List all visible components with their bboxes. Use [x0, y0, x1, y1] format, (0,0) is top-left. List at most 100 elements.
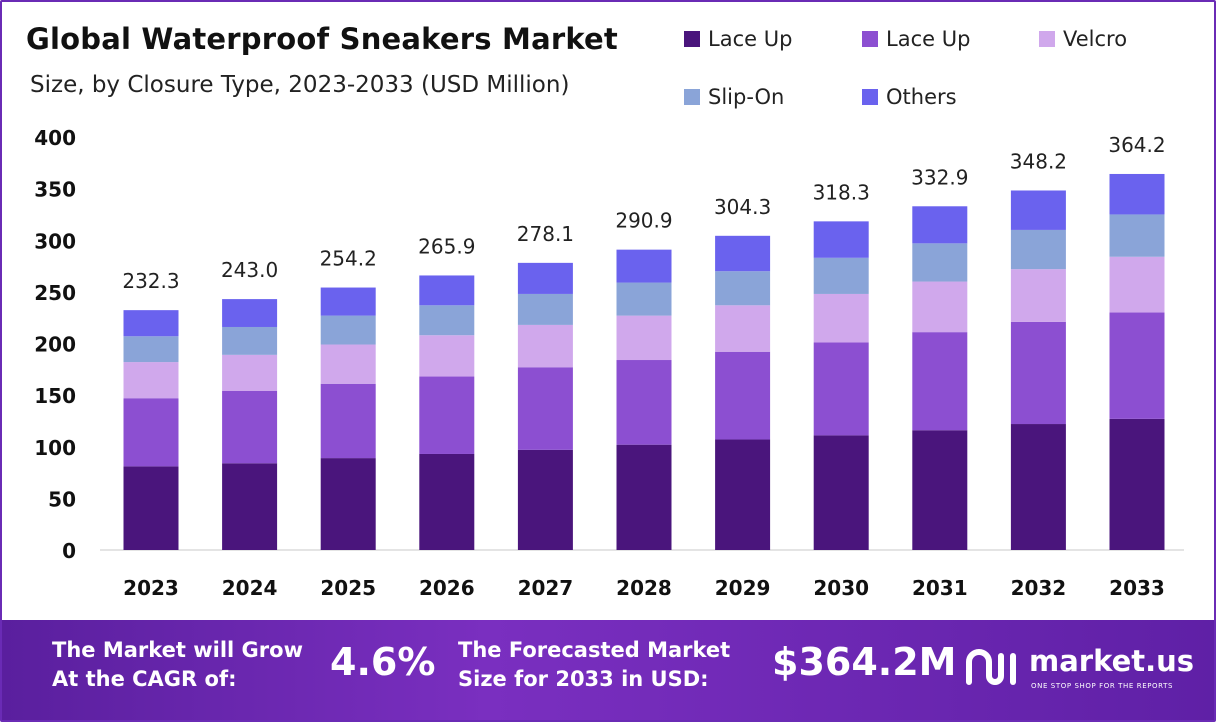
y-tick-label: 50 [48, 487, 76, 511]
bar-segment [1010, 321, 1066, 425]
brand-tagline: ONE STOP SHOP FOR THE REPORTS [1031, 682, 1174, 690]
bar-segment [517, 324, 573, 368]
bar-segment [912, 430, 968, 550]
bar-segment [616, 315, 672, 361]
bar-segment [1109, 312, 1165, 419]
bar-total-label: 232.3 [122, 269, 179, 293]
bar-segment [715, 351, 771, 440]
legend-swatch [684, 89, 700, 105]
bar-total-label: 254.2 [320, 247, 377, 271]
x-tick-label: 2033 [1109, 576, 1165, 600]
y-tick-label: 300 [34, 229, 76, 253]
legend-label: Slip-On [708, 85, 785, 109]
bar-segment [1109, 173, 1165, 215]
bar-segment [1010, 269, 1066, 322]
cagr-label: The Market will Grow At the CAGR of: [52, 638, 303, 691]
bar-segment [813, 435, 869, 550]
x-tick-label: 2026 [419, 576, 475, 600]
legend-label: Lace Up [708, 27, 793, 51]
legend-label: Others [886, 85, 957, 109]
x-tick-label: 2024 [222, 576, 278, 600]
legend-item-others: Others [862, 84, 957, 110]
bar-segment [912, 206, 968, 244]
legend-item-lace-up-1: Lace Up [684, 26, 792, 52]
chart-title: Global Waterproof Sneakers Market [26, 22, 618, 56]
bar-segment [616, 444, 672, 550]
bar-segment [419, 335, 475, 377]
bar-segment [1010, 424, 1066, 550]
x-tick-label: 2023 [123, 576, 179, 600]
bar-segment [419, 376, 475, 454]
x-tick-label: 2032 [1011, 576, 1067, 600]
bar-segment [912, 243, 968, 282]
bar-segment [813, 342, 869, 436]
bar-segment [616, 360, 672, 445]
x-tick-label: 2031 [912, 576, 968, 600]
bar-segment [912, 281, 968, 333]
bar-segment [320, 458, 376, 550]
bar-total-label: 278.1 [517, 222, 574, 246]
forecast-value: $364.2M [772, 640, 957, 684]
bar-total-label: 364.2 [1108, 133, 1165, 157]
legend-swatch [1039, 31, 1055, 47]
bar-segment [517, 449, 573, 550]
legend-item-slip-on: Slip-On [684, 84, 784, 110]
bar-segment [320, 287, 376, 316]
legend-label: Velcro [1063, 27, 1128, 51]
bar-segment [1010, 190, 1066, 230]
bar-total-label: 265.9 [418, 234, 475, 258]
x-tick-label: 2029 [715, 576, 771, 600]
bar-segment [222, 326, 278, 355]
bar-segment [912, 332, 968, 431]
bar-segment [123, 398, 179, 467]
bar-segment [1109, 418, 1165, 550]
stacked-bar-chart: 0 50 100 150 200 250 300 350 400 232.3 2023 243.0 20… [34, 126, 1184, 600]
bar-segment [813, 257, 869, 294]
bar-total-label: 348.2 [1010, 149, 1067, 173]
bar-segment [813, 293, 869, 343]
bar-segment [419, 305, 475, 336]
x-tick-label: 2030 [813, 576, 869, 600]
bar-total-label: 318.3 [813, 180, 870, 204]
y-tick-label: 0 [62, 539, 76, 563]
bar-segment [1109, 256, 1165, 313]
bar-segment [123, 336, 179, 363]
bar-segment [715, 439, 771, 550]
bar-segment [616, 282, 672, 316]
bar-segment [123, 310, 179, 337]
market-us-logo-icon [966, 649, 1016, 685]
bar-segment [616, 249, 672, 283]
x-tick-label: 2027 [518, 576, 574, 600]
bar-segment [517, 262, 573, 294]
legend-item-lace-up-2: Lace Up [862, 26, 970, 52]
bar-segment [222, 463, 278, 550]
bar-segment [320, 344, 376, 384]
legend-swatch [862, 89, 878, 105]
bar-segment [320, 315, 376, 345]
legend-label: Lace Up [886, 27, 971, 51]
bar-segment [320, 383, 376, 459]
bar-segment [517, 367, 573, 450]
bar-segment [715, 305, 771, 352]
bar-segment [222, 299, 278, 327]
legend-swatch [684, 31, 700, 47]
bar-segment [419, 453, 475, 550]
y-tick-label: 200 [34, 333, 76, 357]
summary-banner: The Market will Grow At the CAGR of: 4.6… [2, 620, 1214, 720]
bar-segment [222, 354, 278, 391]
x-tick-label: 2028 [616, 576, 672, 600]
bar-segment [419, 275, 475, 306]
bar-segment [1010, 229, 1066, 270]
bar-segment [715, 271, 771, 306]
bar-total-label: 332.9 [911, 165, 968, 189]
bar-total-label: 290.9 [615, 209, 672, 233]
bar-segment [517, 293, 573, 325]
market-us-logo: market.us ONE STOP SHOP FOR THE REPORTS [965, 640, 1205, 700]
legend-item-velcro: Velcro [1039, 26, 1127, 52]
bar-segment [1109, 214, 1165, 257]
bar-segment [123, 362, 179, 399]
chart-subtitle: Size, by Closure Type, 2023-2033 (USD Mi… [30, 72, 570, 98]
y-tick-label: 350 [34, 178, 76, 202]
y-tick-label: 100 [34, 436, 76, 460]
